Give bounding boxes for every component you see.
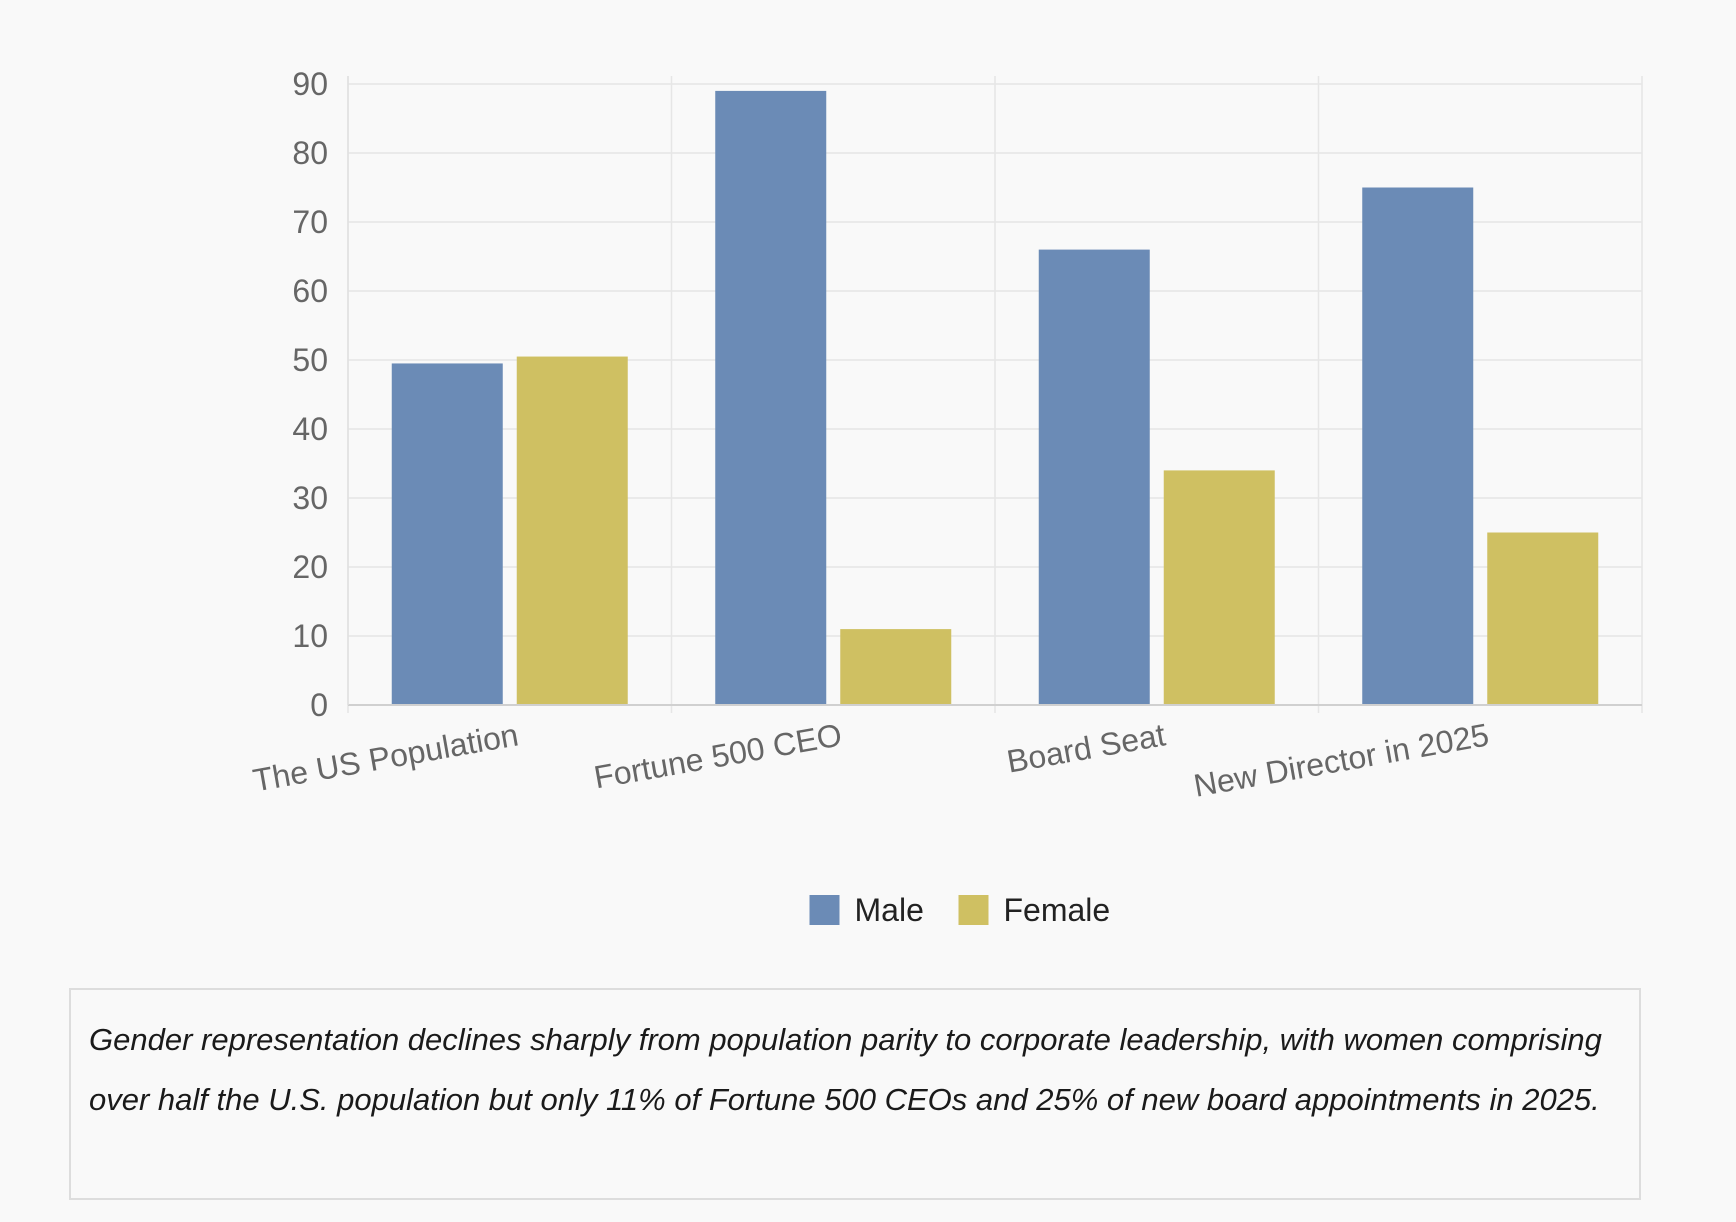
bar-female [1487,532,1599,705]
legend-label-male: Male [855,892,924,928]
legend-label-female: Female [1004,892,1111,928]
y-tick-label: 50 [292,342,328,378]
chart-axes [347,76,1642,706]
y-tick-label: 90 [292,66,328,102]
chart-caption-box: Gender representation declines sharply f… [69,988,1641,1200]
y-tick-label: 60 [292,273,328,309]
y-tick-label: 20 [292,549,328,585]
bar-male [391,363,503,705]
x-tick-label: New Director in 2025 [1191,716,1492,803]
bar-male [715,90,827,705]
x-tick-label: Board Seat [1004,716,1168,779]
bar-female [1163,470,1275,705]
y-tick-label: 10 [292,618,328,654]
y-tick-label: 30 [292,480,328,516]
y-tick-label: 40 [292,411,328,447]
chart-legend: Male Female [809,892,1111,928]
y-tick-label: 70 [292,204,328,240]
y-tick-label: 80 [292,135,328,171]
bar-female [516,356,628,705]
bar-female [840,629,952,705]
legend-swatch-male [809,895,840,925]
bar-male [1362,187,1474,705]
x-tick-label: Fortune 500 CEO [591,716,844,795]
y-tick-label: 0 [310,687,328,723]
x-tick-label: The US Population [250,716,521,798]
bar-male [1038,249,1150,705]
legend-swatch-female [958,895,989,925]
chart-bars [391,90,1599,705]
chart-caption: Gender representation declines sharply f… [89,1022,1602,1117]
